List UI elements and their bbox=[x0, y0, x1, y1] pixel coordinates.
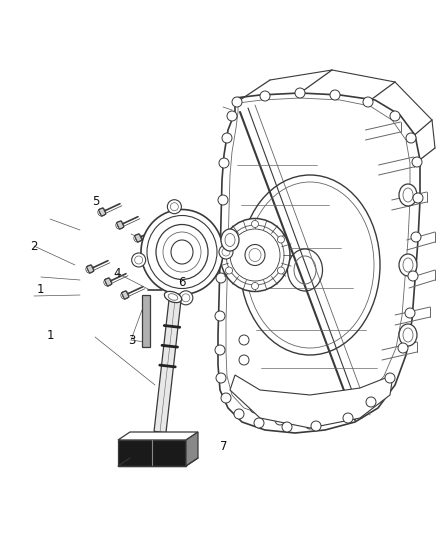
Ellipse shape bbox=[245, 245, 265, 265]
Circle shape bbox=[408, 271, 418, 281]
Circle shape bbox=[216, 373, 226, 383]
Circle shape bbox=[311, 421, 321, 431]
Ellipse shape bbox=[164, 292, 182, 303]
Circle shape bbox=[234, 409, 244, 419]
Polygon shape bbox=[117, 221, 124, 229]
Circle shape bbox=[222, 133, 232, 143]
Circle shape bbox=[278, 236, 284, 243]
Polygon shape bbox=[105, 278, 112, 286]
Circle shape bbox=[295, 88, 305, 98]
Ellipse shape bbox=[220, 219, 290, 292]
Circle shape bbox=[305, 419, 315, 429]
Ellipse shape bbox=[167, 200, 181, 214]
Circle shape bbox=[405, 308, 415, 318]
Polygon shape bbox=[118, 440, 186, 466]
Polygon shape bbox=[134, 233, 142, 242]
Text: 7: 7 bbox=[219, 440, 227, 453]
Circle shape bbox=[330, 90, 340, 100]
Polygon shape bbox=[218, 93, 420, 433]
Circle shape bbox=[412, 157, 422, 167]
Circle shape bbox=[254, 418, 264, 428]
Ellipse shape bbox=[399, 324, 417, 346]
Circle shape bbox=[239, 355, 249, 365]
Circle shape bbox=[260, 91, 270, 101]
Ellipse shape bbox=[221, 229, 239, 251]
Polygon shape bbox=[121, 290, 129, 299]
Circle shape bbox=[250, 403, 260, 413]
Text: 5: 5 bbox=[92, 195, 99, 208]
Text: 1: 1 bbox=[46, 329, 54, 342]
Circle shape bbox=[232, 97, 242, 107]
Circle shape bbox=[221, 393, 231, 403]
Ellipse shape bbox=[156, 224, 208, 279]
Ellipse shape bbox=[179, 291, 193, 305]
Circle shape bbox=[390, 111, 400, 121]
Ellipse shape bbox=[399, 184, 417, 206]
Circle shape bbox=[227, 111, 237, 121]
Circle shape bbox=[218, 195, 228, 205]
Text: 6: 6 bbox=[178, 276, 186, 289]
Circle shape bbox=[398, 343, 408, 353]
Circle shape bbox=[406, 133, 416, 143]
Circle shape bbox=[363, 97, 373, 107]
Circle shape bbox=[275, 415, 285, 425]
Ellipse shape bbox=[171, 240, 193, 264]
Circle shape bbox=[217, 235, 227, 245]
Circle shape bbox=[226, 236, 233, 243]
Circle shape bbox=[413, 193, 423, 203]
Polygon shape bbox=[142, 295, 150, 347]
Ellipse shape bbox=[132, 253, 146, 267]
Circle shape bbox=[226, 267, 233, 274]
Ellipse shape bbox=[219, 245, 233, 259]
Polygon shape bbox=[99, 208, 106, 216]
Circle shape bbox=[216, 273, 226, 283]
Polygon shape bbox=[87, 265, 94, 273]
Circle shape bbox=[251, 221, 258, 228]
Circle shape bbox=[411, 232, 421, 242]
Circle shape bbox=[366, 397, 376, 407]
Circle shape bbox=[215, 345, 225, 355]
Text: 2: 2 bbox=[30, 240, 38, 253]
Ellipse shape bbox=[141, 209, 223, 295]
Ellipse shape bbox=[399, 254, 417, 276]
Circle shape bbox=[215, 311, 225, 321]
Text: 3: 3 bbox=[128, 334, 135, 346]
Polygon shape bbox=[118, 432, 198, 440]
Text: 4: 4 bbox=[113, 267, 121, 280]
Circle shape bbox=[219, 158, 229, 168]
Polygon shape bbox=[230, 375, 393, 428]
Polygon shape bbox=[186, 432, 198, 466]
Circle shape bbox=[251, 282, 258, 289]
Circle shape bbox=[278, 267, 284, 274]
Circle shape bbox=[239, 335, 249, 345]
Circle shape bbox=[385, 373, 395, 383]
Circle shape bbox=[343, 413, 353, 423]
Polygon shape bbox=[154, 300, 181, 433]
Text: 1: 1 bbox=[37, 283, 45, 296]
Circle shape bbox=[282, 422, 292, 432]
